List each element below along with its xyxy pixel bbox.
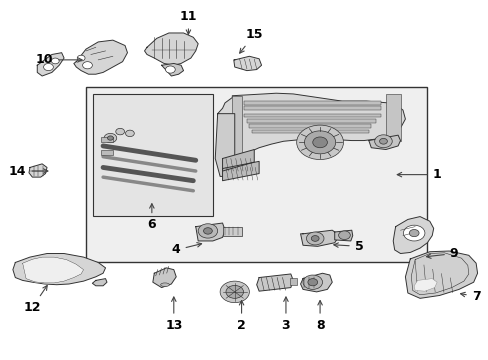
Bar <box>244 107 380 110</box>
Polygon shape <box>144 33 198 65</box>
Circle shape <box>338 231 349 239</box>
Bar <box>101 149 113 155</box>
Circle shape <box>312 137 327 148</box>
Text: 2: 2 <box>237 301 245 332</box>
Circle shape <box>225 285 243 298</box>
Bar <box>232 96 242 166</box>
Circle shape <box>296 125 343 159</box>
Polygon shape <box>368 135 400 149</box>
Polygon shape <box>161 63 183 76</box>
Ellipse shape <box>160 283 169 287</box>
Text: 8: 8 <box>315 301 324 332</box>
Text: 10: 10 <box>36 53 82 66</box>
Bar <box>244 114 380 117</box>
Circle shape <box>220 281 249 303</box>
Circle shape <box>165 66 175 73</box>
Polygon shape <box>22 257 83 283</box>
Text: 3: 3 <box>281 297 290 332</box>
Polygon shape <box>300 230 339 246</box>
Circle shape <box>104 134 117 143</box>
Text: 13: 13 <box>165 297 182 332</box>
Bar <box>101 137 113 142</box>
Polygon shape <box>92 279 107 286</box>
Polygon shape <box>222 149 254 171</box>
Bar <box>246 119 375 123</box>
Circle shape <box>198 224 217 238</box>
Circle shape <box>77 55 85 61</box>
Bar <box>385 94 400 140</box>
Polygon shape <box>300 273 331 292</box>
Circle shape <box>51 58 59 64</box>
Text: 14: 14 <box>9 165 48 177</box>
Bar <box>249 125 370 128</box>
Text: 12: 12 <box>23 285 47 314</box>
Polygon shape <box>334 230 352 241</box>
Circle shape <box>307 279 317 286</box>
Polygon shape <box>405 251 477 298</box>
Text: 6: 6 <box>147 204 156 231</box>
Circle shape <box>303 275 322 289</box>
Polygon shape <box>413 279 436 291</box>
Polygon shape <box>392 217 433 253</box>
Bar <box>289 278 297 285</box>
Circle shape <box>403 225 424 241</box>
Polygon shape <box>217 93 405 176</box>
Bar <box>222 226 242 235</box>
Polygon shape <box>29 164 47 177</box>
Polygon shape <box>153 268 176 288</box>
Circle shape <box>125 130 134 136</box>
Circle shape <box>116 129 124 135</box>
Circle shape <box>43 63 53 71</box>
Circle shape <box>306 232 324 245</box>
Polygon shape <box>222 161 259 181</box>
Bar <box>251 130 368 134</box>
Polygon shape <box>233 56 261 71</box>
Polygon shape <box>215 114 234 176</box>
Circle shape <box>82 62 92 69</box>
Circle shape <box>304 131 335 154</box>
Bar <box>93 94 212 216</box>
Circle shape <box>203 228 212 234</box>
Circle shape <box>379 138 386 144</box>
Polygon shape <box>256 274 293 291</box>
Polygon shape <box>195 223 224 241</box>
Circle shape <box>107 136 113 140</box>
Text: 5: 5 <box>333 240 363 253</box>
Text: 1: 1 <box>396 168 441 181</box>
Polygon shape <box>74 40 127 74</box>
Polygon shape <box>37 53 64 76</box>
Bar <box>86 87 427 262</box>
Circle shape <box>408 229 418 237</box>
Polygon shape <box>13 253 105 285</box>
Text: 4: 4 <box>171 243 201 256</box>
Circle shape <box>311 235 319 241</box>
Text: 11: 11 <box>179 10 197 34</box>
Circle shape <box>374 135 391 148</box>
Text: 7: 7 <box>460 290 480 303</box>
Text: 15: 15 <box>239 28 263 53</box>
Bar <box>244 101 380 105</box>
Text: 9: 9 <box>426 247 458 260</box>
